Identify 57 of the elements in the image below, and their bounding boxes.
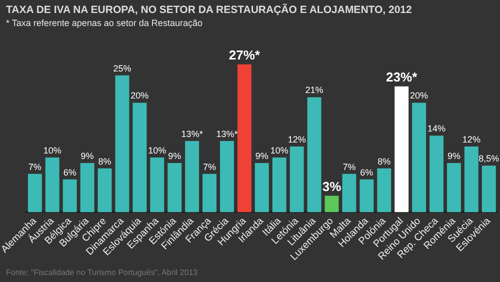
data-label: 10% bbox=[43, 145, 62, 156]
bar bbox=[80, 162, 94, 212]
data-label: 8% bbox=[98, 156, 112, 166]
bar bbox=[98, 168, 112, 212]
data-label: 9% bbox=[255, 150, 268, 161]
bar bbox=[62, 179, 77, 212]
data-label: 9% bbox=[447, 150, 460, 161]
bar bbox=[360, 179, 374, 212]
bar bbox=[132, 102, 147, 212]
bar bbox=[28, 174, 42, 212]
bar bbox=[412, 102, 426, 212]
data-label: 6% bbox=[360, 167, 374, 178]
bar bbox=[430, 136, 444, 212]
data-label: 10% bbox=[148, 145, 166, 156]
bar bbox=[272, 157, 286, 212]
data-label: 9% bbox=[80, 150, 94, 161]
data-label: 13%* bbox=[181, 129, 204, 140]
data-label: 20% bbox=[130, 90, 149, 101]
data-label: 8% bbox=[378, 156, 391, 166]
bar bbox=[307, 97, 322, 212]
data-label: 25% bbox=[113, 63, 132, 74]
bar bbox=[185, 141, 200, 212]
bar bbox=[220, 141, 234, 212]
data-label: 9% bbox=[168, 150, 182, 161]
data-label: 14% bbox=[428, 124, 446, 134]
bar bbox=[290, 146, 304, 212]
data-label: 7% bbox=[342, 162, 356, 172]
data-label: 12% bbox=[462, 134, 480, 145]
bar bbox=[45, 157, 60, 212]
data-label: 27%* bbox=[228, 48, 261, 62]
bar bbox=[482, 166, 496, 212]
bar bbox=[237, 64, 252, 212]
bar bbox=[446, 162, 461, 212]
source-note: Fonte: "Fiscalidade no Turismo Português", Abril 2013 bbox=[6, 268, 198, 277]
data-label: 20% bbox=[410, 90, 428, 101]
chart-subtitle: * Taxa referente apenas ao setor da Restauração bbox=[6, 18, 202, 28]
chart-title: TAXA DE IVA NA EUROPA, NO SETOR DA RESTAURAÇÃO E ALOJAMENTO, 2012 bbox=[6, 4, 412, 16]
bar bbox=[342, 174, 356, 212]
data-label: 6% bbox=[63, 167, 76, 178]
data-label: 21% bbox=[305, 85, 324, 96]
bar bbox=[324, 196, 339, 212]
bar bbox=[115, 75, 130, 212]
data-label: 13%* bbox=[216, 129, 238, 140]
data-label: 3% bbox=[322, 178, 342, 194]
data-label: 7% bbox=[28, 162, 42, 172]
bar bbox=[202, 174, 216, 212]
data-label: 12% bbox=[288, 134, 306, 145]
bar bbox=[464, 146, 478, 212]
data-label: 8,5% bbox=[478, 154, 500, 164]
data-label: 10% bbox=[270, 145, 288, 156]
bar bbox=[394, 86, 409, 212]
bar bbox=[150, 157, 164, 212]
bar bbox=[168, 162, 182, 212]
data-label: 7% bbox=[203, 162, 216, 172]
bar bbox=[254, 162, 269, 212]
data-label: 23%* bbox=[386, 69, 418, 84]
bar bbox=[377, 168, 392, 212]
